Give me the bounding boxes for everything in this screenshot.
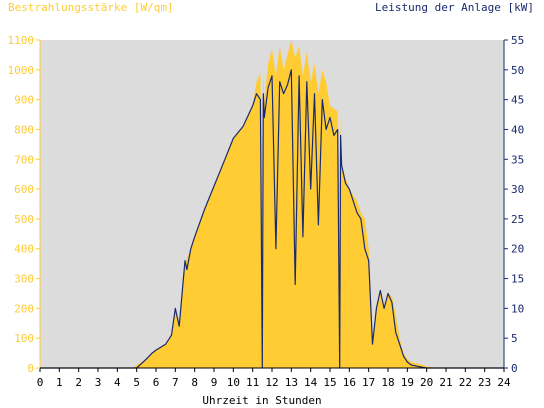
y-left-tick-label: 1100 <box>8 34 35 47</box>
x-tick-label: 12 <box>265 376 278 389</box>
x-tick-label: 23 <box>478 376 491 389</box>
y-right-tick-label: 0 <box>511 362 518 375</box>
x-tick-label: 14 <box>304 376 318 389</box>
y-right-tick-label: 15 <box>511 273 524 286</box>
irradiance-area <box>40 40 504 368</box>
y-right-tick-label: 25 <box>511 213 524 226</box>
y-left-tick-label: 500 <box>14 213 34 226</box>
y-left-tick-label: 300 <box>14 273 34 286</box>
y-right-tick-label: 30 <box>511 183 524 196</box>
y-left-tick-label: 700 <box>14 153 34 166</box>
x-tick-label: 19 <box>401 376 414 389</box>
y-left-tick-label: 800 <box>14 123 34 136</box>
x-tick-label: 17 <box>362 376 375 389</box>
x-tick-label: 20 <box>420 376 433 389</box>
y-left-tick-label: 900 <box>14 94 34 107</box>
x-tick-label: 8 <box>191 376 198 389</box>
y-right-tick-label: 50 <box>511 64 524 77</box>
x-tick-label: 18 <box>381 376 394 389</box>
y-right-tick-label: 5 <box>511 332 518 345</box>
y-right-tick-label: 40 <box>511 123 524 136</box>
x-axis-title: Uhrzeit in Stunden <box>202 394 321 407</box>
y-left-tick-label: 1000 <box>8 64 35 77</box>
x-tick-label: 2 <box>75 376 82 389</box>
right-axis-title: Leistung der Anlage [kW] <box>375 1 534 14</box>
y-right-tick-label: 10 <box>511 302 524 315</box>
x-tick-label: 5 <box>133 376 140 389</box>
y-right-tick-label: 55 <box>511 34 524 47</box>
x-tick-label: 4 <box>114 376 121 389</box>
x-tick-label: 16 <box>343 376 356 389</box>
x-tick-label: 7 <box>172 376 179 389</box>
power-line <box>40 69 504 369</box>
x-tick-label: 9 <box>211 376 218 389</box>
left-axis-title: Bestrahlungsstärke [W/qm] <box>8 1 174 14</box>
x-tick-label: 24 <box>497 376 511 389</box>
x-tick-label: 10 <box>227 376 240 389</box>
x-tick-label: 3 <box>95 376 102 389</box>
y-left-tick-label: 600 <box>14 183 34 196</box>
x-tick-label: 15 <box>323 376 336 389</box>
x-tick-label: 0 <box>37 376 44 389</box>
y-right-tick-label: 20 <box>511 243 524 256</box>
y-left-tick-label: 400 <box>14 243 34 256</box>
y-left-tick-label: 0 <box>27 362 34 375</box>
x-tick-label: 22 <box>459 376 472 389</box>
y-right-tick-label: 45 <box>511 94 524 107</box>
y-right-tick-label: 35 <box>511 153 524 166</box>
x-tick-label: 1 <box>56 376 63 389</box>
x-tick-label: 21 <box>439 376 452 389</box>
x-tick-label: 13 <box>285 376 298 389</box>
y-left-tick-label: 100 <box>14 332 34 345</box>
y-left-tick-label: 200 <box>14 302 34 315</box>
x-tick-label: 6 <box>153 376 160 389</box>
x-tick-label: 11 <box>246 376 259 389</box>
